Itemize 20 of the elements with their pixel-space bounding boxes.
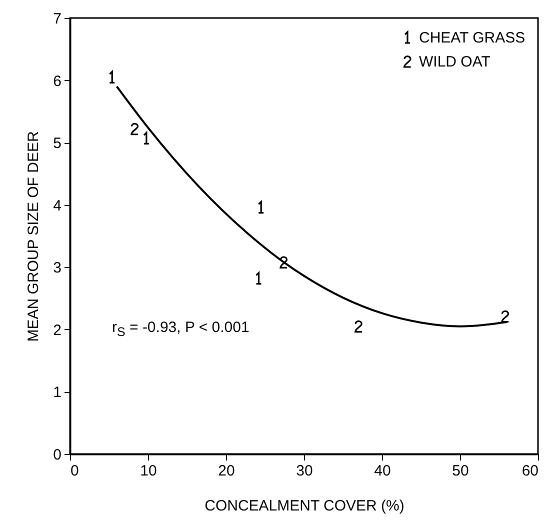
annotation: r$_{S}$ = -0.93, P < 0.001 <box>112 319 250 339</box>
y-tick-label: 4 <box>53 197 62 214</box>
y-axis-title: MEAN GROUP SIZE OF DEER <box>25 131 42 342</box>
legend-label: WILD OAT <box>419 54 490 70</box>
y-tick-label: 5 <box>53 135 62 152</box>
y-tick-label: 1 <box>53 384 62 402</box>
x-tick-label: 60 <box>522 462 538 480</box>
x-tick-label: 10 <box>140 462 157 480</box>
x-tick-label: 30 <box>296 462 313 480</box>
y-tick-label: 0 <box>53 446 62 464</box>
x-axis-title: CONCEALMENT COVER (%) <box>204 498 404 514</box>
x-tick-label: 40 <box>374 462 391 480</box>
y-tick-label: 6 <box>53 72 62 90</box>
x-tick-label: 50 <box>452 462 469 480</box>
y-tick-label: 2 <box>53 322 62 339</box>
x-tick-label: 20 <box>218 462 235 480</box>
y-tick-label: 3 <box>53 260 62 277</box>
y-tick-label: 7 <box>53 10 62 28</box>
legend-label: CHEAT GRASS <box>419 30 526 46</box>
x-tick-label: 0 <box>70 462 79 480</box>
